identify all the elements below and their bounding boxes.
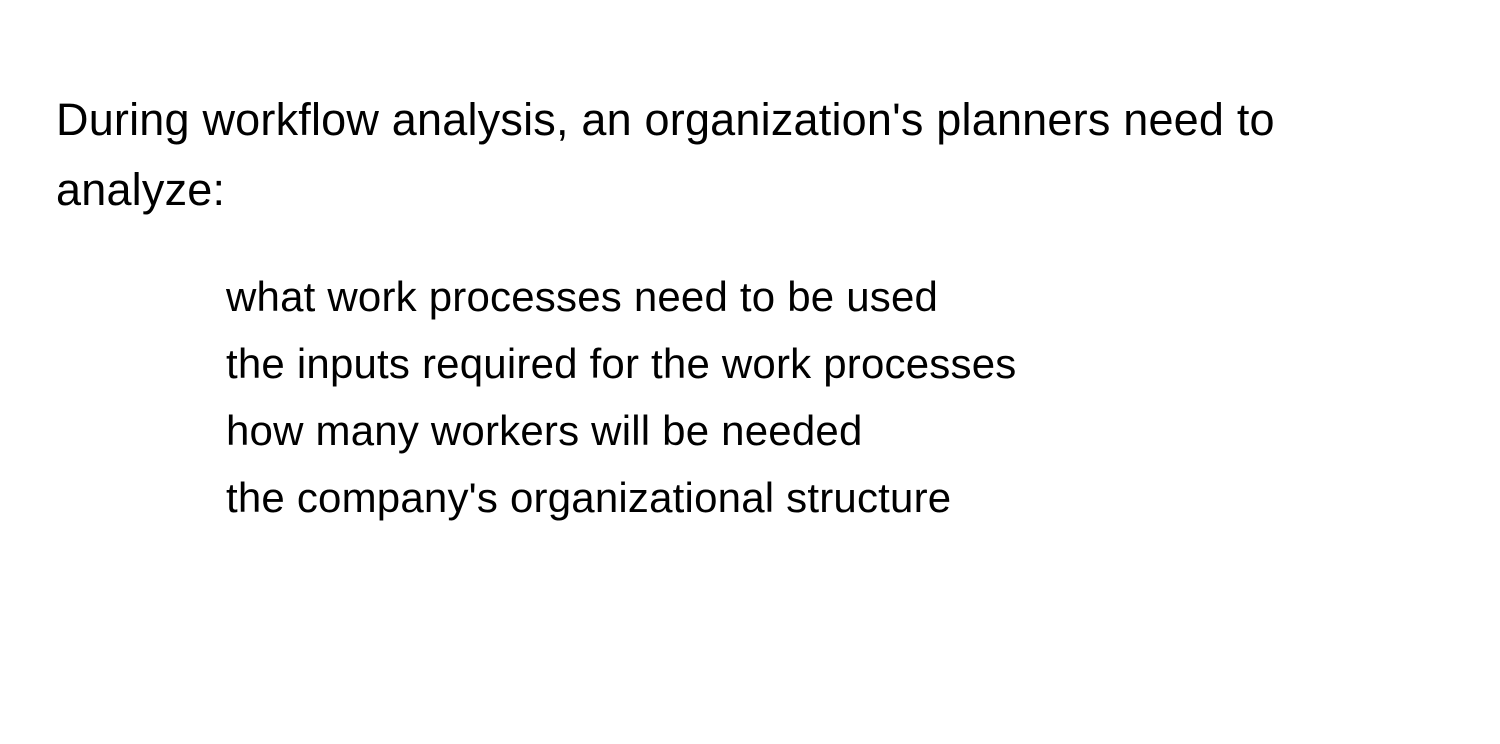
question-stem: During workflow analysis, an organizatio… bbox=[56, 85, 1444, 225]
option-item: what work processes need to be used bbox=[226, 263, 1444, 330]
option-item: the inputs required for the work process… bbox=[226, 330, 1444, 397]
option-item: the company's organizational structure bbox=[226, 464, 1444, 531]
option-item: how many workers will be needed bbox=[226, 397, 1444, 464]
options-list: what work processes need to be used the … bbox=[56, 263, 1444, 532]
